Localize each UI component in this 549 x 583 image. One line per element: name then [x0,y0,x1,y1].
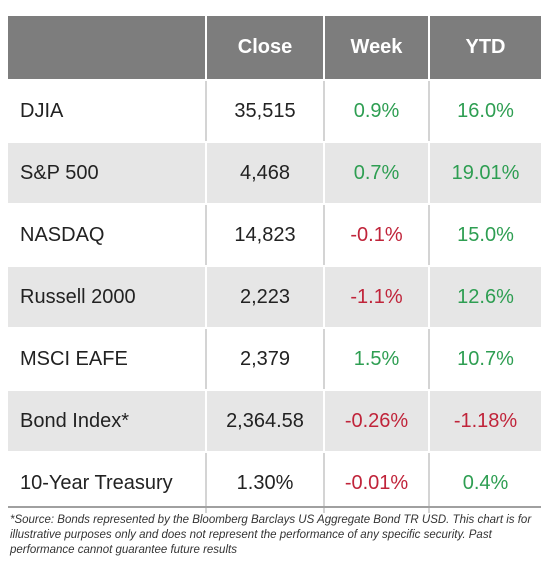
table-row: DJIA 35,515 0.9% 16.0% [8,80,541,143]
table-row: S&P 500 4,468 0.7% 19.01% [8,142,541,205]
index-name: 10-Year Treasury [8,452,207,515]
close-value: 14,823 [206,204,325,267]
market-summary: Close Week YTD DJIA 35,515 0.9% 16.0% S&… [8,16,541,515]
ytd-header: YTD [429,16,541,81]
week-change: 1.5% [324,328,430,391]
index-name: Bond Index* [8,390,207,453]
index-name: MSCI EAFE [8,328,207,391]
index-name: S&P 500 [8,142,207,205]
ytd-change: 12.6% [429,266,541,329]
ytd-change: 0.4% [429,452,541,515]
week-change: -0.26% [324,390,430,453]
market-table: Close Week YTD DJIA 35,515 0.9% 16.0% S&… [8,16,541,515]
ytd-change: 19.01% [429,142,541,205]
week-change: -1.1% [324,266,430,329]
corner-header [8,16,207,81]
close-value: 1.30% [206,452,325,515]
close-header: Close [206,16,325,81]
week-change: 0.9% [324,80,430,143]
close-value: 35,515 [206,80,325,143]
footnote-divider [8,506,541,508]
table-row: Bond Index* 2,364.58 -0.26% -1.18% [8,390,541,453]
week-change: -0.1% [324,204,430,267]
index-name: NASDAQ [8,204,207,267]
week-change: -0.01% [324,452,430,515]
week-change: 0.7% [324,142,430,205]
close-value: 2,379 [206,328,325,391]
index-name: Russell 2000 [8,266,207,329]
close-value: 2,364.58 [206,390,325,453]
close-value: 4,468 [206,142,325,205]
table-row: MSCI EAFE 2,379 1.5% 10.7% [8,328,541,391]
table-row: Russell 2000 2,223 -1.1% 12.6% [8,266,541,329]
ytd-change: -1.18% [429,390,541,453]
source-footnote: *Source: Bonds represented by the Bloomb… [10,514,532,556]
ytd-change: 15.0% [429,204,541,267]
week-header: Week [324,16,430,81]
table-row: NASDAQ 14,823 -0.1% 15.0% [8,204,541,267]
index-name: DJIA [8,80,207,143]
header-row: Close Week YTD [8,16,541,81]
ytd-change: 10.7% [429,328,541,391]
ytd-change: 16.0% [429,80,541,143]
table-row: 10-Year Treasury 1.30% -0.01% 0.4% [8,452,541,515]
close-value: 2,223 [206,266,325,329]
